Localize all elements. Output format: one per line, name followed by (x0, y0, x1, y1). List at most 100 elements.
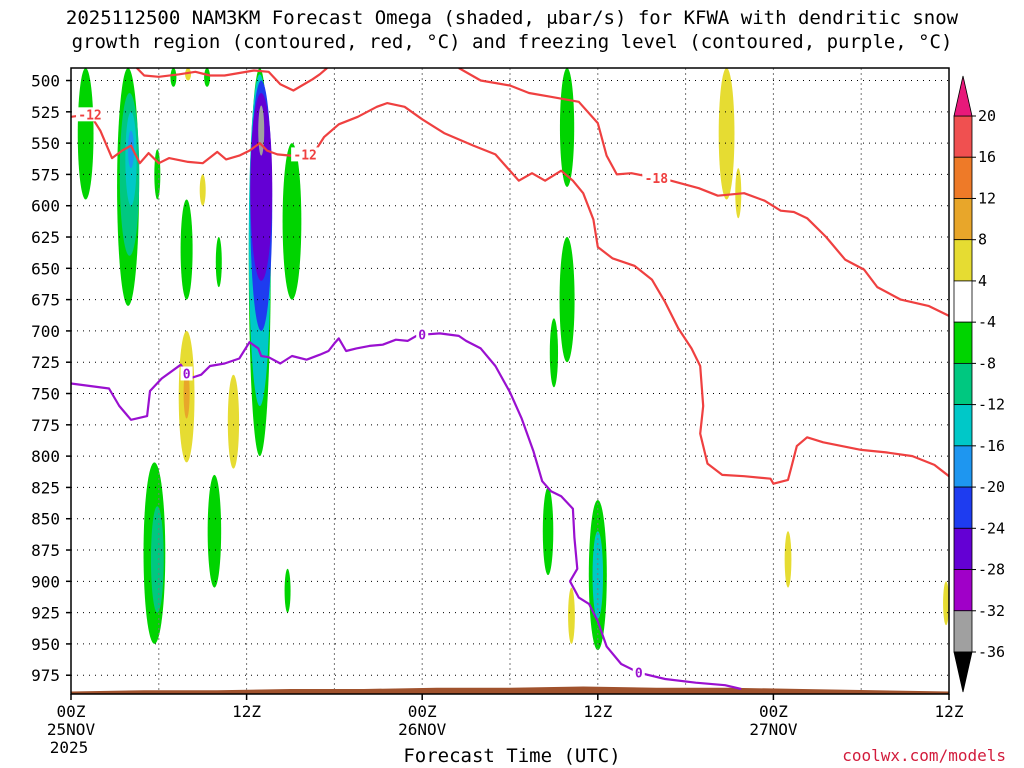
contour-layer (71, 68, 949, 691)
omega-area-17 (282, 143, 302, 300)
colorbar-label-3: 8 (978, 231, 987, 249)
colorbar-bin-5 (953, 321, 973, 364)
colorbar-bin-7 (953, 404, 973, 447)
y-tick-label-925: 925 (31, 604, 60, 623)
x-tick-label-2: 00Z (408, 702, 437, 721)
omega-area-29 (568, 587, 575, 644)
y-tick-label-775: 775 (31, 416, 60, 435)
y-tick-label-600: 600 (31, 197, 60, 216)
x-tick-date-0: 25NOV (47, 720, 96, 739)
fz-label-a-bg (180, 366, 193, 381)
y-tick-label-825: 825 (31, 478, 60, 497)
colorbar-label-12: -32 (978, 602, 1005, 620)
colorbar-label-4: 4 (978, 272, 987, 290)
omega-area-26 (559, 68, 575, 187)
colorbar-label-13: -36 (978, 643, 1005, 661)
y-tick-label-875: 875 (31, 541, 60, 560)
y-tick-label-800: 800 (31, 447, 60, 466)
fz-label-a: 0 (183, 367, 191, 382)
y-tick-label-650: 650 (31, 259, 60, 278)
x-axis-label: Forecast Time (UTC) (403, 745, 621, 767)
colorbar-bin-10 (953, 527, 973, 570)
omega-area-7 (180, 199, 193, 300)
omega-area-25 (542, 487, 554, 576)
freezing-level-contour (71, 332, 742, 691)
plot-frame (70, 67, 950, 695)
x-tick-year-0: 2025 (50, 738, 89, 757)
y-tick-label-675: 675 (31, 291, 60, 310)
omega-area-28 (549, 318, 559, 388)
colorbar-bin-8 (953, 445, 973, 488)
x-tick-label-4: 00Z (759, 702, 788, 721)
credit-link[interactable]: coolwx.com/models (842, 746, 1006, 765)
colorbar-label-5: -4 (978, 313, 996, 331)
dgz-label-b-bg (291, 147, 320, 162)
fz-label-b-bg (416, 327, 429, 342)
dgz-contour-0 (71, 101, 949, 485)
colorbar-bin-9 (953, 486, 973, 529)
omega-area-35 (943, 581, 949, 626)
y-tick-label-625: 625 (31, 228, 60, 247)
omega-area-18 (284, 568, 291, 613)
omega-area-6 (170, 68, 177, 87)
colorbar-label-9: -20 (978, 478, 1005, 496)
omega-area-10 (199, 174, 206, 206)
omega-area-21 (227, 374, 240, 469)
x-tick-date-4: 27NOV (749, 720, 798, 739)
chart-title: 2025112500 NAM3KM Forecast Omega (shaded… (0, 6, 1024, 54)
colorbar-bin-12 (953, 610, 973, 653)
dgz-contour-2 (458, 68, 949, 317)
fz-label-b: 0 (418, 329, 426, 344)
colorbar: 20 16 12 8 4 -4 -8 -12 -16 -20 -24 -28 -32 -36 (953, 75, 1005, 693)
y-tick-label-500: 500 (31, 72, 60, 91)
colorbar-label-10: -24 (978, 519, 1005, 537)
omega-area-24 (207, 474, 222, 588)
colorbar-bin-3 (953, 239, 973, 282)
y-tick-label-900: 900 (31, 572, 60, 591)
dgz-label-b: -12 (293, 148, 316, 163)
y-tick-label-525: 525 (31, 103, 60, 122)
omega-area-8 (204, 68, 211, 87)
colorbar-label-7: -12 (978, 396, 1005, 414)
x-tick-label-1: 12Z (232, 702, 261, 721)
colorbar-bin-0 (953, 115, 973, 158)
x-tick-label-0: 00Z (57, 702, 86, 721)
y-tick-label-975: 975 (31, 666, 60, 685)
dgz-label-c: -18 (645, 172, 669, 187)
omega-area-0 (77, 68, 94, 200)
y-axis: 500 525 550 575 600 625 650 675 700 725 750 775 800 8… (31, 72, 71, 685)
y-tick-label-850: 850 (31, 510, 60, 529)
x-tick-label-5: 12Z (935, 702, 964, 721)
colorbar-bin-2 (953, 198, 973, 241)
terrain-layer (71, 686, 949, 694)
contour-label-layer: -12 -12 -18 0 0 0 (76, 107, 671, 682)
omega-area-31 (592, 531, 604, 619)
dgz-contour-1 (136, 68, 328, 92)
dgz-label-c-bg (642, 171, 671, 186)
colorbar-bin-1 (953, 156, 973, 199)
colorbar-label-0: 20 (978, 107, 996, 125)
colorbar-top-arrow (953, 75, 973, 117)
colorbar-label-11: -28 (978, 561, 1005, 579)
y-tick-label-575: 575 (31, 165, 60, 184)
x-tick-label-3: 12Z (583, 702, 612, 721)
colorbar-label-1: 16 (978, 148, 996, 166)
omega-area-4 (127, 130, 134, 169)
colorbar-bottom-arrow (953, 651, 973, 693)
chart-title-line2: growth region (contoured, red, °C) and f… (71, 31, 953, 53)
dgz-label-a: -12 (78, 108, 101, 123)
y-tick-label-725: 725 (31, 353, 60, 372)
omega-area-15 (250, 93, 273, 281)
terrain (71, 686, 949, 694)
omega-area-27 (559, 237, 575, 363)
colorbar-bin-11 (953, 569, 973, 612)
fz-label-c: 0 (635, 667, 643, 682)
colorbar-label-6: -8 (978, 354, 996, 372)
y-tick-label-700: 700 (31, 322, 60, 341)
grid-layer (70, 68, 950, 694)
y-tick-label-950: 950 (31, 635, 60, 654)
omega-area-20 (183, 368, 190, 419)
y-tick-label-550: 550 (31, 134, 60, 153)
